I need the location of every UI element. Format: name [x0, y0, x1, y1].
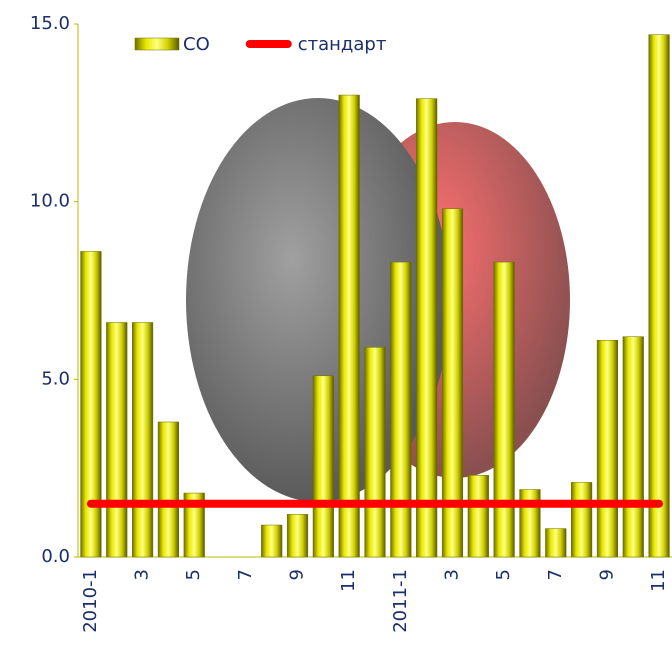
y-tick-label: 0.0 [41, 546, 70, 567]
legend-swatch [134, 37, 180, 51]
x-tick-label: 3 [132, 569, 153, 580]
bar [157, 421, 179, 558]
bar [571, 482, 593, 558]
y-tick-label: 15.0 [30, 13, 70, 34]
legend-label: CO [183, 34, 210, 55]
y-tick-label: 5.0 [41, 368, 70, 389]
x-tick-label: 5 [493, 569, 514, 580]
bar [364, 347, 386, 558]
y-tick-label: 10.0 [30, 191, 70, 212]
x-tick-label: 11 [338, 569, 359, 592]
bar [416, 98, 438, 558]
x-tick-label: 9 [596, 569, 617, 580]
bar [622, 336, 644, 558]
x-tick-label: 7 [235, 569, 256, 580]
bar [261, 524, 283, 558]
bar [390, 261, 412, 558]
x-tick-label: 2011-1 [390, 569, 411, 633]
bar [648, 34, 670, 558]
bar [467, 475, 489, 558]
legend-label: стандарт [298, 34, 387, 55]
bar [493, 261, 515, 558]
bar [312, 375, 334, 558]
x-tick-label: 3 [441, 569, 462, 580]
x-tick-label: 2010-1 [80, 569, 101, 633]
bar [80, 251, 102, 558]
x-tick-label: 5 [183, 569, 204, 580]
bar [106, 322, 128, 558]
x-tick-label: 9 [287, 569, 308, 580]
bar [286, 514, 309, 558]
bar [596, 339, 619, 558]
bar [519, 489, 541, 558]
x-tick-label: 7 [545, 569, 566, 580]
bar [338, 94, 360, 558]
bar [545, 528, 567, 558]
bar [183, 492, 205, 558]
bar [131, 322, 154, 558]
x-tick-label: 11 [648, 569, 669, 592]
bar [441, 208, 464, 558]
